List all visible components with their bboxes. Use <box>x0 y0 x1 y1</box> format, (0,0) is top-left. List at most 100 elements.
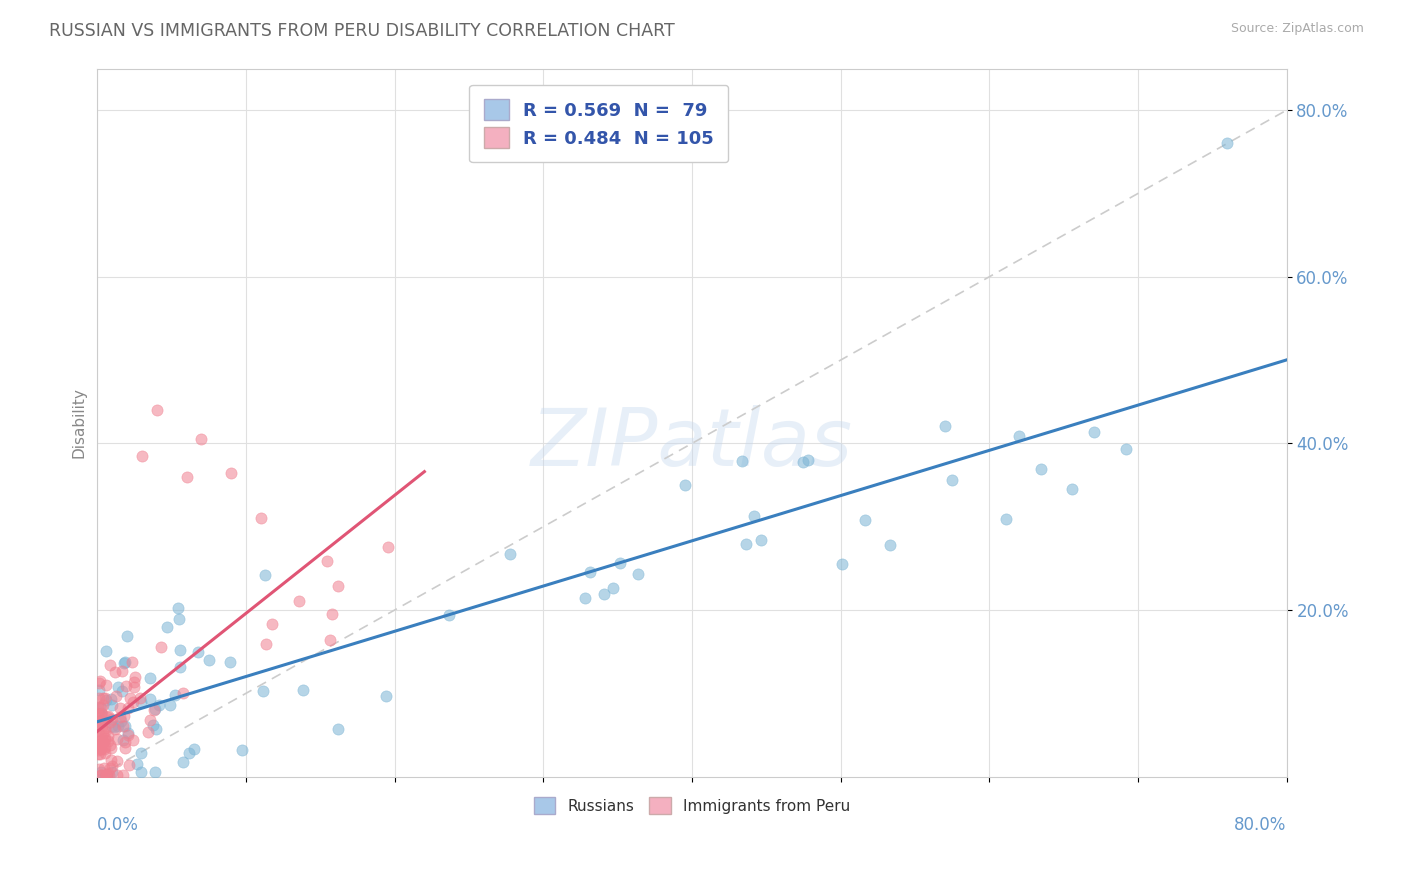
Point <box>142 703 165 717</box>
Point <box>1008 428 1031 442</box>
Point <box>183 741 205 756</box>
Point <box>93 725 115 739</box>
Point <box>250 511 273 525</box>
Point <box>94 690 117 705</box>
Point <box>219 466 242 480</box>
Point <box>121 733 143 747</box>
Point <box>879 538 901 552</box>
Point <box>831 557 853 571</box>
Point <box>326 722 349 736</box>
Point <box>98 761 121 775</box>
Point <box>103 665 125 680</box>
Point <box>111 768 134 782</box>
Point <box>139 671 162 685</box>
Point <box>1216 136 1239 151</box>
Point <box>89 715 111 730</box>
Point <box>86 707 108 722</box>
Point <box>108 710 131 724</box>
Point <box>114 735 136 749</box>
Point <box>574 591 596 606</box>
Point <box>252 684 274 698</box>
Point <box>89 741 111 756</box>
Legend: Russians, Immigrants from Peru: Russians, Immigrants from Peru <box>526 789 858 822</box>
Point <box>138 713 160 727</box>
Point <box>853 513 876 527</box>
Point <box>1115 442 1137 457</box>
Point <box>101 758 124 772</box>
Point <box>90 733 112 747</box>
Point <box>90 768 112 782</box>
Point <box>176 469 198 483</box>
Point <box>118 690 141 705</box>
Point <box>731 454 754 468</box>
Point <box>167 612 190 626</box>
Point <box>187 645 209 659</box>
Point <box>319 633 342 648</box>
Point <box>91 698 114 712</box>
Point <box>107 681 129 695</box>
Text: 0.0%: 0.0% <box>97 815 139 833</box>
Point <box>104 722 127 736</box>
Point <box>112 657 135 671</box>
Point <box>143 701 166 715</box>
Point <box>89 700 111 714</box>
Point <box>89 714 111 728</box>
Point <box>96 766 118 780</box>
Point <box>90 765 112 780</box>
Point <box>114 679 136 693</box>
Point <box>143 765 166 780</box>
Point <box>114 655 136 669</box>
Point <box>602 582 624 596</box>
Point <box>377 540 399 554</box>
Point <box>142 718 165 732</box>
Point <box>609 556 631 570</box>
Point <box>744 509 766 524</box>
Point <box>198 653 221 667</box>
Point <box>98 738 121 752</box>
Point <box>93 690 115 705</box>
Point <box>100 753 122 767</box>
Point <box>139 691 162 706</box>
Point <box>103 720 125 734</box>
Point <box>735 536 758 550</box>
Point <box>111 683 134 698</box>
Point <box>326 579 349 593</box>
Point <box>219 656 242 670</box>
Point <box>87 724 110 739</box>
Point <box>122 675 145 690</box>
Point <box>98 714 121 729</box>
Point <box>90 709 112 723</box>
Point <box>97 768 120 782</box>
Point <box>110 714 132 729</box>
Point <box>254 637 277 651</box>
Point <box>292 683 315 698</box>
Point <box>87 762 110 776</box>
Point <box>122 680 145 694</box>
Point <box>128 690 150 705</box>
Point <box>149 640 172 654</box>
Point <box>578 565 600 579</box>
Point <box>231 743 253 757</box>
Point <box>179 746 201 760</box>
Point <box>129 765 152 780</box>
Point <box>93 723 115 738</box>
Point <box>1083 425 1105 440</box>
Point <box>94 768 117 782</box>
Point <box>117 701 139 715</box>
Point <box>105 755 128 769</box>
Point <box>90 719 112 733</box>
Point <box>93 740 115 755</box>
Point <box>101 765 124 780</box>
Point <box>117 629 139 643</box>
Text: RUSSIAN VS IMMIGRANTS FROM PERU DISABILITY CORRELATION CHART: RUSSIAN VS IMMIGRANTS FROM PERU DISABILI… <box>49 22 675 40</box>
Point <box>374 690 396 704</box>
Point <box>90 741 112 756</box>
Point <box>131 449 153 463</box>
Point <box>93 761 115 775</box>
Text: 80.0%: 80.0% <box>1234 815 1286 833</box>
Point <box>91 706 114 721</box>
Point <box>105 768 128 782</box>
Point <box>94 693 117 707</box>
Point <box>129 746 152 760</box>
Point <box>792 455 814 469</box>
